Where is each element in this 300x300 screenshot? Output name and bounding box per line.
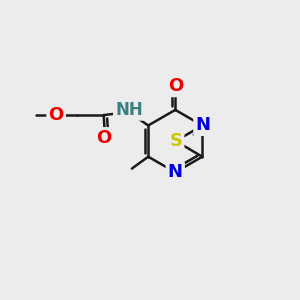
Text: NH: NH <box>115 101 143 119</box>
Text: O: O <box>49 106 64 124</box>
Text: S: S <box>169 132 182 150</box>
Text: N: N <box>168 163 183 181</box>
Text: O: O <box>96 129 111 147</box>
Text: N: N <box>195 116 210 134</box>
Text: O: O <box>168 77 183 95</box>
